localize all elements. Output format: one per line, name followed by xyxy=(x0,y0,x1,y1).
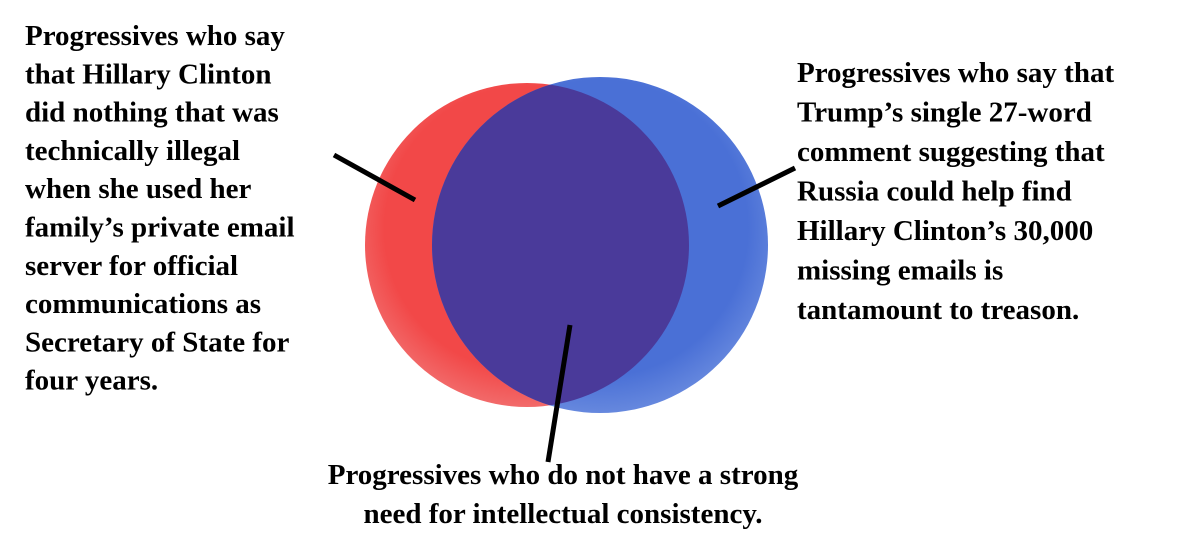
label-line: Progressives who say xyxy=(25,20,285,52)
label-line: technically illegal xyxy=(25,135,240,167)
label-line: when she used her xyxy=(25,173,252,205)
right-label: Progressives who say that Trump’s single … xyxy=(797,57,1114,326)
label-line: need for intellectual consistency. xyxy=(364,498,763,530)
label-line: Trump’s single 27-word xyxy=(797,97,1092,129)
label-line: Hillary Clinton’s 30,000 xyxy=(797,215,1093,247)
label-line: Russia could help find xyxy=(797,176,1072,208)
label-line: missing emails is xyxy=(797,255,1003,287)
left-label: Progressives who say that Hillary Clinton… xyxy=(25,20,295,397)
bottom-label: Progressives who do not have a strong nee… xyxy=(328,459,799,530)
label-line: Secretary of State for xyxy=(25,326,289,358)
label-line: comment suggesting that xyxy=(797,136,1105,168)
label-line: family’s private email xyxy=(25,212,295,244)
label-line: did nothing that was xyxy=(25,97,279,129)
right-pointer xyxy=(716,165,797,209)
left-pointer xyxy=(332,152,417,203)
label-line: four years. xyxy=(25,365,158,397)
label-line: communications as xyxy=(25,288,261,320)
label-line: that Hillary Clinton xyxy=(25,58,272,90)
bottom-pointer xyxy=(545,324,573,463)
label-line: server for official xyxy=(25,250,238,282)
label-line: tantamount to treason. xyxy=(797,294,1079,326)
label-line: Progressives who say that xyxy=(797,57,1114,89)
label-line: Progressives who do not have a strong xyxy=(328,459,799,491)
